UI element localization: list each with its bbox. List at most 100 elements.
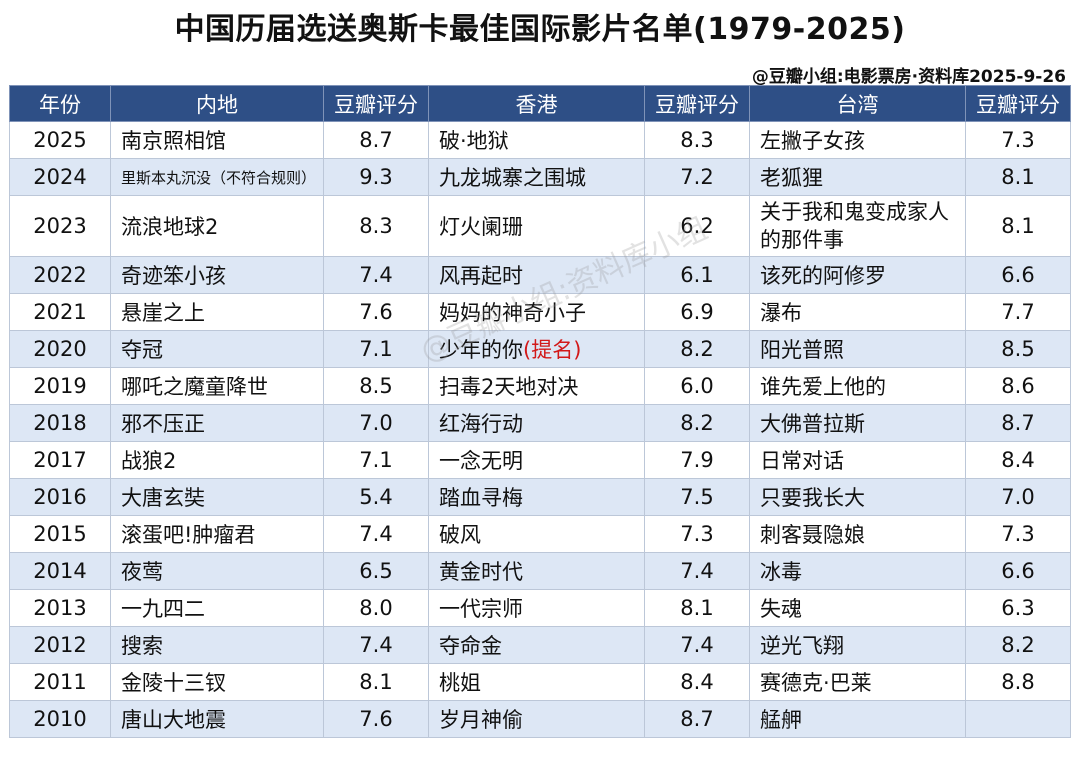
header-hongkong-score: 豆瓣评分 <box>644 85 750 122</box>
mainland-score-cell: 5.4 <box>323 478 429 516</box>
taiwan-score-cell: 6.6 <box>965 256 1071 294</box>
year-cell: 2022 <box>9 256 111 294</box>
taiwan-score-text: 7.7 <box>1001 300 1035 324</box>
table-row: 2022 奇迹笨小孩 7.4 风再起时 6.1 该死的阿修罗 6.6 <box>9 256 1071 294</box>
year-text: 2024 <box>33 165 87 189</box>
mainland-film-text: 唐山大地震 <box>121 708 226 732</box>
year-text: 2019 <box>33 374 87 398</box>
mainland-film-text: 流浪地球2 <box>121 215 219 239</box>
taiwan-score-cell: 8.6 <box>965 367 1071 405</box>
mainland-score-cell: 8.3 <box>323 195 429 257</box>
taiwan-score-cell: 8.2 <box>965 626 1071 664</box>
year-text: 2014 <box>33 559 87 583</box>
table-row: 2017 战狼2 7.1 一念无明 7.9 日常对话 8.4 <box>9 441 1071 479</box>
mainland-score-cell: 7.4 <box>323 515 429 553</box>
taiwan-film-cell: 赛德克·巴莱 <box>749 663 966 701</box>
hongkong-film-text: 岁月神偷 <box>439 708 523 732</box>
taiwan-film-text: 关于我和鬼变成家人的那件事 <box>760 200 949 252</box>
header-year: 年份 <box>9 85 111 122</box>
year-text: 2013 <box>33 596 87 620</box>
mainland-film-text: 悬崖之上 <box>121 301 205 325</box>
taiwan-film-cell: 逆光飞翔 <box>749 626 966 664</box>
mainland-score-cell: 7.1 <box>323 330 429 368</box>
taiwan-film-text: 只要我长大 <box>760 486 865 510</box>
hongkong-score-text: 8.2 <box>680 411 714 435</box>
taiwan-film-text: 该死的阿修罗 <box>760 264 886 288</box>
mainland-film-text: 里斯本丸沉没（不符合规则） <box>121 168 317 187</box>
mainland-film-text: 奇迹笨小孩 <box>121 264 226 288</box>
hongkong-score-text: 7.4 <box>680 559 714 583</box>
mainland-film-cell: 滚蛋吧!肿瘤君 <box>110 515 324 553</box>
taiwan-score-cell: 7.3 <box>965 515 1071 553</box>
mainland-film-cell: 夜莺 <box>110 552 324 590</box>
mainland-score-text: 8.3 <box>359 214 393 238</box>
mainland-film-cell: 南京照相馆 <box>110 121 324 159</box>
taiwan-film-text: 失魂 <box>760 597 802 621</box>
header-mainland: 内地 <box>110 85 324 122</box>
page-title: 中国历届选送奥斯卡最佳国际影片名单(1979-2025) <box>174 12 906 47</box>
hongkong-film-text: 破风 <box>439 523 481 547</box>
hongkong-film-cell: 夺命金 <box>428 626 645 664</box>
taiwan-score-text: 7.3 <box>1001 522 1035 546</box>
taiwan-score-text: 8.8 <box>1001 670 1035 694</box>
hongkong-film-text: 扫毒2天地对决 <box>439 375 579 399</box>
hongkong-film-cell: 少年的你(提名) <box>428 330 645 368</box>
hongkong-score-cell: 8.4 <box>644 663 750 701</box>
year-cell: 2014 <box>9 552 111 590</box>
hongkong-score-cell: 8.2 <box>644 330 750 368</box>
table-row: 2012 搜索 7.4 夺命金 7.4 逆光飞翔 8.2 <box>9 626 1071 664</box>
hongkong-film-text: 少年的你 <box>439 338 523 362</box>
hongkong-score-cell: 7.2 <box>644 158 750 196</box>
taiwan-score-text: 7.0 <box>1001 485 1035 509</box>
hongkong-score-text: 7.3 <box>680 522 714 546</box>
mainland-score-text: 5.4 <box>359 485 393 509</box>
hongkong-film-text: 破·地狱 <box>439 129 509 153</box>
hongkong-film-text: 风再起时 <box>439 264 523 288</box>
mainland-score-cell: 7.4 <box>323 256 429 294</box>
year-text: 2010 <box>33 707 87 731</box>
year-cell: 2025 <box>9 121 111 159</box>
mainland-score-cell: 8.7 <box>323 121 429 159</box>
hongkong-score-cell: 8.7 <box>644 700 750 738</box>
taiwan-film-cell: 左撇子女孩 <box>749 121 966 159</box>
hongkong-score-text: 7.9 <box>680 448 714 472</box>
hongkong-score-cell: 6.0 <box>644 367 750 405</box>
header-taiwan-score: 豆瓣评分 <box>965 85 1071 122</box>
year-cell: 2020 <box>9 330 111 368</box>
hongkong-score-text: 6.1 <box>680 263 714 287</box>
header-hongkong: 香港 <box>428 85 645 122</box>
mainland-score-cell: 9.3 <box>323 158 429 196</box>
taiwan-score-text: 6.3 <box>1001 596 1035 620</box>
hongkong-film-text: 灯火阑珊 <box>439 215 523 239</box>
hongkong-film-cell: 灯火阑珊 <box>428 195 645 257</box>
taiwan-score-cell: 8.4 <box>965 441 1071 479</box>
taiwan-film-cell: 只要我长大 <box>749 478 966 516</box>
table-row: 2011 金陵十三钗 8.1 桃姐 8.4 赛德克·巴莱 8.8 <box>9 663 1071 701</box>
table-row: 2015 滚蛋吧!肿瘤君 7.4 破风 7.3 刺客聂隐娘 7.3 <box>9 515 1071 553</box>
mainland-film-cell: 搜索 <box>110 626 324 664</box>
mainland-score-cell: 7.0 <box>323 404 429 442</box>
taiwan-film-cell: 关于我和鬼变成家人的那件事 <box>749 195 966 257</box>
mainland-film-cell: 战狼2 <box>110 441 324 479</box>
taiwan-film-text: 冰毒 <box>760 560 802 584</box>
taiwan-film-text: 谁先爱上他的 <box>760 375 886 399</box>
hongkong-score-text: 7.2 <box>680 165 714 189</box>
source-credit: @豆瓣小组:电影票房·资料库2025-9-26 <box>751 67 1066 87</box>
hongkong-score-cell: 6.9 <box>644 293 750 331</box>
hongkong-film-text: 一念无明 <box>439 449 523 473</box>
taiwan-film-text: 刺客聂隐娘 <box>760 523 865 547</box>
year-text: 2015 <box>33 522 87 546</box>
year-text: 2018 <box>33 411 87 435</box>
year-text: 2016 <box>33 485 87 509</box>
taiwan-score-cell <box>965 700 1071 738</box>
hongkong-film-text: 红海行动 <box>439 412 523 436</box>
year-cell: 2015 <box>9 515 111 553</box>
taiwan-score-cell: 6.3 <box>965 589 1071 627</box>
hongkong-score-text: 8.1 <box>680 596 714 620</box>
hongkong-film-cell: 一代宗师 <box>428 589 645 627</box>
taiwan-film-cell: 失魂 <box>749 589 966 627</box>
hongkong-score-text: 8.4 <box>680 670 714 694</box>
mainland-film-text: 南京照相馆 <box>121 129 226 153</box>
table-row: 2023 流浪地球2 8.3 灯火阑珊 6.2 关于我和鬼变成家人的那件事 8.1 <box>9 195 1071 257</box>
mainland-film-cell: 悬崖之上 <box>110 293 324 331</box>
